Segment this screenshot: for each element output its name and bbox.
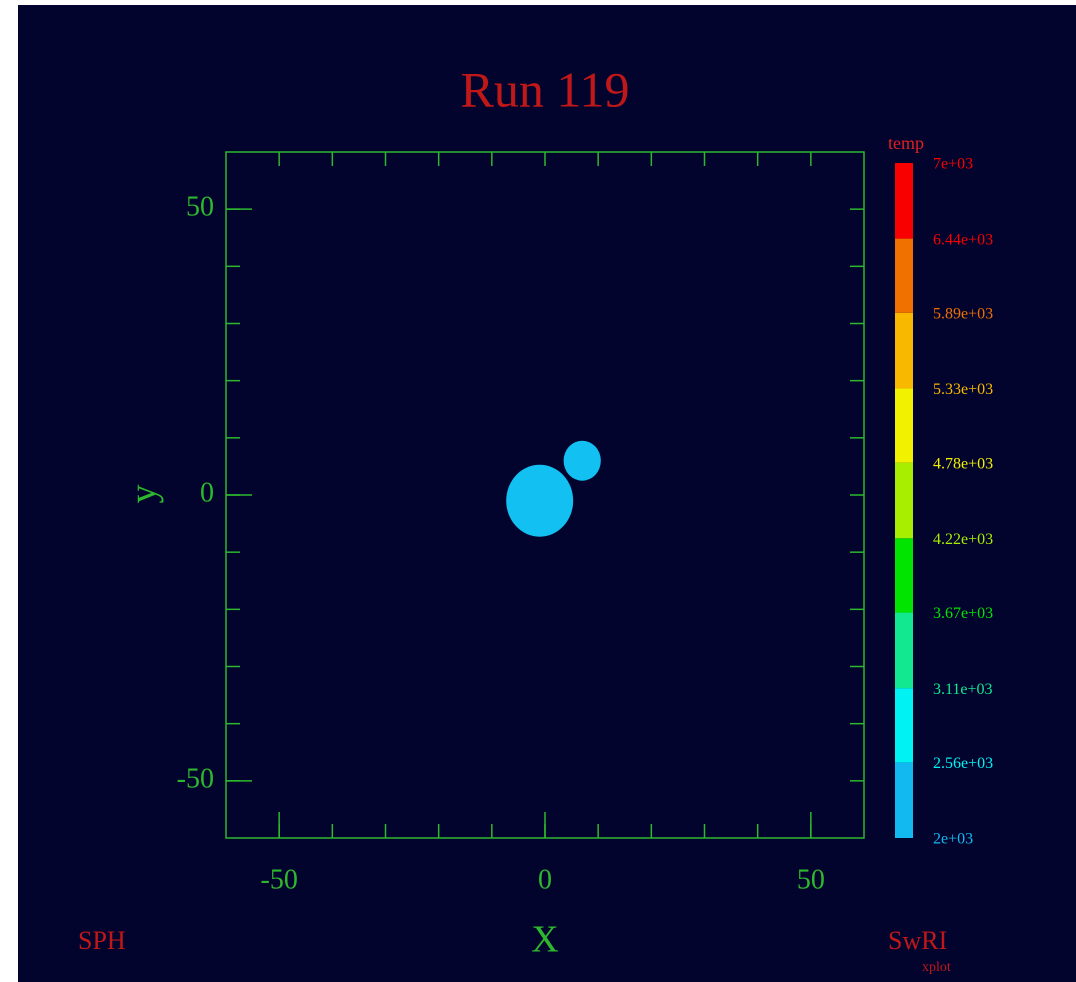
colorbar-band <box>895 538 913 613</box>
colorbar-tick-label: 4.22e+03 <box>933 531 993 548</box>
colorbar-tick-label: 5.89e+03 <box>933 306 993 323</box>
colorbar-tick-label: 6.44e+03 <box>933 231 993 248</box>
x-tick-label: 0 <box>538 864 552 895</box>
colorbar-band <box>895 762 913 838</box>
colorbar-tick-label: 2e+03 <box>933 831 973 848</box>
colorbar-tick-label: 3.67e+03 <box>933 605 993 622</box>
colorbar-tick-label: 2.56e+03 <box>933 755 993 772</box>
particle <box>506 464 574 537</box>
x-tick-label: -50 <box>261 864 298 895</box>
chart-title: Run 119 <box>461 61 630 117</box>
y-tick-label: -50 <box>177 763 214 794</box>
x-axis-label: X <box>531 919 558 961</box>
annotation: SPH <box>78 926 126 955</box>
colorbar-band <box>895 612 913 689</box>
colorbar-tick-label: 3.11e+03 <box>933 681 993 698</box>
colorbar-band <box>895 462 913 539</box>
colorbar-band <box>895 388 913 463</box>
colorbar-band <box>895 688 913 763</box>
y-axis-label: y <box>123 485 165 504</box>
colorbar-tick-label: 7e+03 <box>933 156 973 173</box>
particle <box>563 440 601 481</box>
colorbar-label: temp <box>888 133 924 153</box>
annotation: xplot <box>922 960 951 975</box>
y-tick-label: 50 <box>186 192 214 223</box>
colorbar-tick-label: 5.33e+03 <box>933 381 993 398</box>
colorbar-band <box>895 238 913 313</box>
annotation: SwRI <box>888 926 947 955</box>
colorbar-band <box>895 163 913 239</box>
y-tick-label: 0 <box>200 477 214 508</box>
colorbar-tick-label: 4.78e+03 <box>933 455 993 472</box>
x-tick-label: 50 <box>797 864 825 895</box>
colorbar-band <box>895 312 913 389</box>
